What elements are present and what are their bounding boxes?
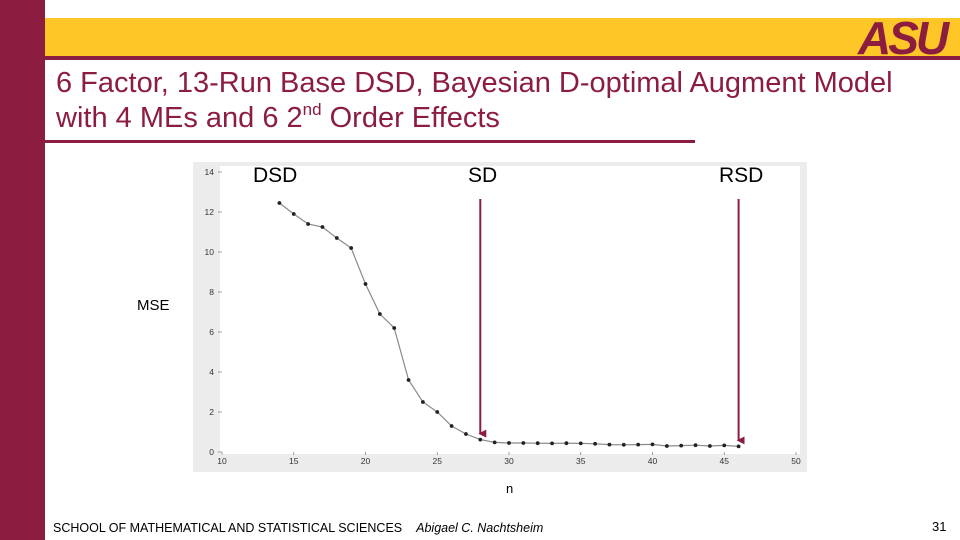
x-tick-label: 40 [648,456,658,466]
data-point [334,236,339,240]
y-tick-label: 0 [209,447,214,457]
y-axis: 0 2 4 6 8 10 12 14 [205,167,222,457]
page-number: 31 [932,519,947,534]
data-point [421,400,425,404]
x-tick-label: 45 [720,456,730,466]
header-band [45,18,960,56]
x-tick-label: 35 [576,456,586,466]
x-tick-label: 50 [791,456,801,466]
data-point [564,441,569,446]
data-point [550,441,554,446]
data-point [621,442,626,447]
header-band-rule [45,56,960,60]
y-tick-label: 4 [209,367,214,377]
x-axis-label: n [506,481,514,496]
data-point [722,443,727,448]
x-tick-label: 20 [361,456,371,466]
title-text: 6 Factor, 13-Run Base DSD, Bayesian D-op… [56,67,893,134]
data-point [607,442,612,447]
y-axis-label: MSE [137,297,170,314]
data-point [679,443,684,448]
x-tick-label: 10 [217,456,227,466]
data-point [349,246,354,250]
y-tick-label: 10 [205,247,215,257]
data-point [521,441,526,445]
data-point [277,201,282,205]
y-tick-label: 8 [209,287,214,297]
data-point [291,212,296,216]
data-point [593,441,597,446]
title-superscript: nd [302,100,322,119]
data-point [320,225,325,229]
plot-area [220,166,800,454]
left-accent-bar [0,0,45,540]
footer-school: SCHOOL OF MATHEMATICAL AND STATISTICAL S… [53,521,403,535]
annotation-sd: SD [468,164,498,187]
x-tick-label: 30 [504,456,514,466]
data-point [377,312,382,316]
data-point [306,222,310,226]
data-point [435,410,440,414]
data-point [708,444,712,448]
annotation-dsd: DSD [253,164,298,187]
slide-title: 6 Factor, 13-Run Base DSD, Bayesian D-op… [56,66,946,136]
y-tick-label: 12 [205,207,215,217]
data-point [664,444,669,448]
y-tick-label: 14 [205,167,215,177]
y-tick-label: 2 [209,407,214,417]
data-point [736,444,741,449]
data-point [578,441,583,446]
x-tick-label: 15 [289,456,299,466]
data-point [636,442,641,447]
data-point [363,282,368,286]
title-underline [45,140,695,143]
asu-logo: ASU [858,12,949,64]
data-point [693,443,698,448]
annotation-arrows [478,199,745,445]
footer-author: Abigael C. Nachtsheim [416,521,544,535]
data-point [492,440,497,445]
x-axis: 10 15 20 25 30 35 40 45 50 [217,452,801,466]
annotation-rsd: RSD [719,164,764,187]
data-point [507,441,511,445]
series-group [277,201,741,449]
data-point [392,326,397,330]
data-point [464,432,468,436]
y-tick-label: 6 [209,327,214,337]
footer: SCHOOL OF MATHEMATICAL AND STATISTICAL S… [53,521,543,535]
data-point [478,437,483,442]
x-tick-label: 25 [433,456,443,466]
data-point [535,441,540,446]
data-point [406,378,411,382]
data-point [650,442,655,447]
data-point [449,424,454,428]
title-text-end: Order Effects [321,102,500,134]
